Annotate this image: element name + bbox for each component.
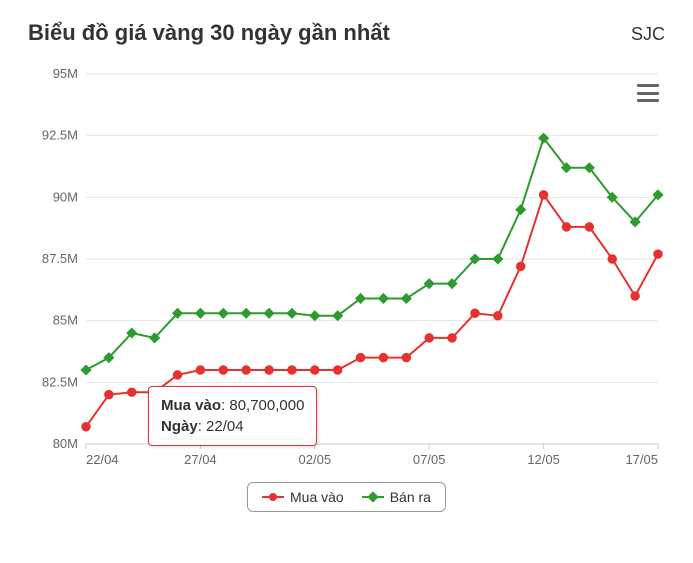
chart-subtitle: SJC xyxy=(631,24,665,45)
svg-text:27/04: 27/04 xyxy=(184,452,217,467)
legend-item[interactable]: Bán ra xyxy=(362,489,431,505)
svg-text:82.5M: 82.5M xyxy=(42,374,78,389)
line-chart: 80M 82.5M 85M 87.5M 90M 92.5M 95M 22/04 27/04 02/… xyxy=(28,54,668,474)
diamond-marker-icon xyxy=(362,496,384,498)
legend-label: Mua vào xyxy=(290,489,344,505)
svg-text:02/05: 02/05 xyxy=(299,452,332,467)
legend-label: Bán ra xyxy=(390,489,431,505)
hamburger-menu-icon[interactable] xyxy=(637,84,659,102)
svg-text:07/05: 07/05 xyxy=(413,452,446,467)
chart-legend: Mua vào Bán ra xyxy=(28,482,665,512)
svg-text:92.5M: 92.5M xyxy=(42,128,78,143)
svg-text:12/05: 12/05 xyxy=(527,452,560,467)
svg-text:85M: 85M xyxy=(53,313,78,328)
chart-container: 80M 82.5M 85M 87.5M 90M 92.5M 95M 22/04 27/04 02/… xyxy=(28,54,665,474)
svg-text:90M: 90M xyxy=(53,189,78,204)
legend-box: Mua vào Bán ra xyxy=(247,482,446,512)
chart-header: Biểu đồ giá vàng 30 ngày gần nhất SJC xyxy=(28,20,665,46)
svg-text:87.5M: 87.5M xyxy=(42,251,78,266)
chart-title: Biểu đồ giá vàng 30 ngày gần nhất xyxy=(28,20,390,46)
legend-item[interactable]: Mua vào xyxy=(262,489,344,505)
svg-text:22/04: 22/04 xyxy=(86,452,119,467)
svg-text:17/05: 17/05 xyxy=(625,452,658,467)
svg-text:95M: 95M xyxy=(53,66,78,81)
svg-text:80M: 80M xyxy=(53,436,78,451)
circle-marker-icon xyxy=(262,496,284,498)
